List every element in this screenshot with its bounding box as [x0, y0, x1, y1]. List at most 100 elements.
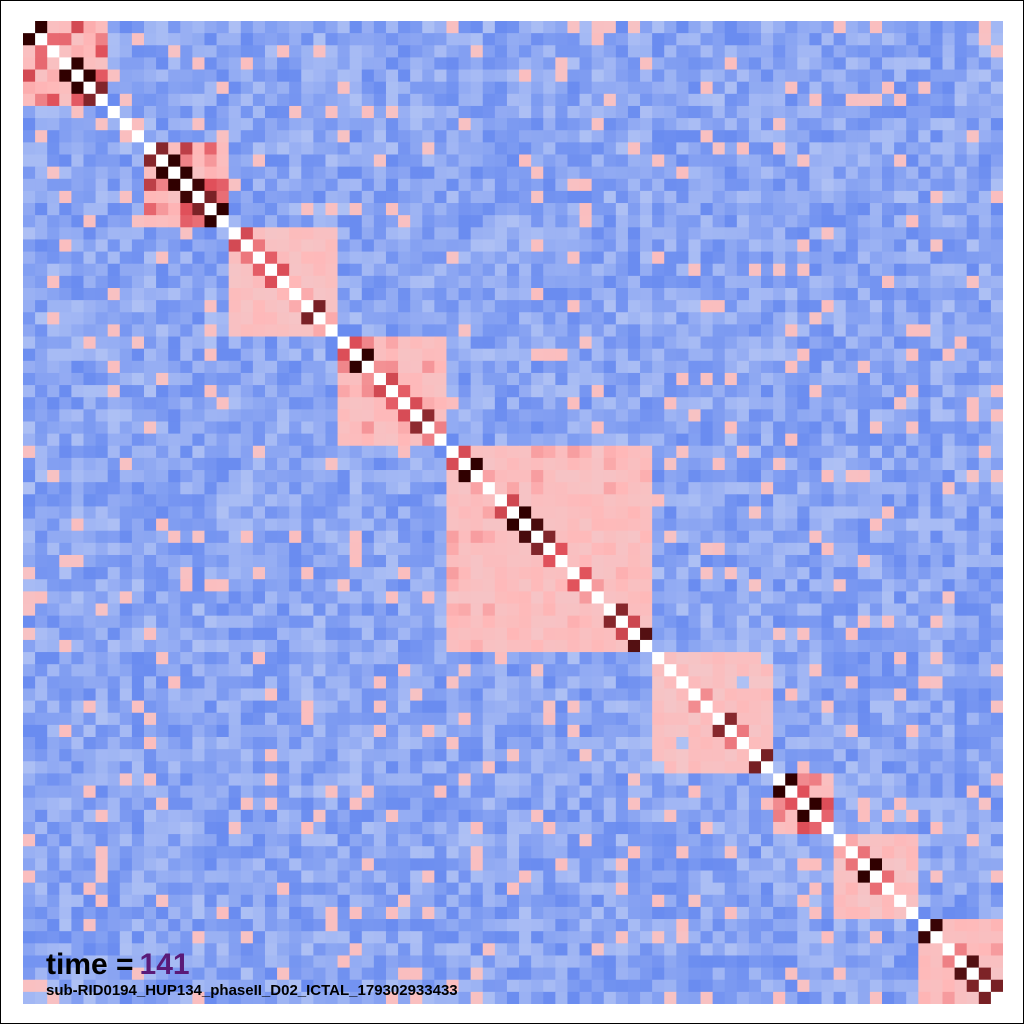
heatmap-cell: [990, 603, 1003, 617]
heatmap-cell: [23, 397, 36, 410]
heatmap-cell: [361, 567, 375, 580]
heatmap-cell: [990, 615, 1003, 629]
heatmap-cell: [482, 93, 496, 107]
heatmap-cell: [83, 554, 97, 568]
heatmap-cell: [603, 57, 617, 71]
heatmap-cell: [954, 615, 968, 629]
heatmap-cell: [301, 81, 314, 95]
heatmap-cell: [882, 652, 895, 665]
heatmap-cell: [736, 105, 750, 119]
heatmap-cell: [918, 542, 932, 556]
heatmap-cell: [361, 312, 375, 325]
heatmap-cell: [785, 615, 798, 629]
heatmap-cell: [277, 275, 290, 289]
heatmap-cell: [615, 688, 629, 702]
heatmap-cell: [252, 385, 266, 398]
heatmap-cell: [978, 724, 992, 738]
heatmap-cell: [543, 542, 556, 556]
heatmap-cell: [349, 445, 363, 459]
heatmap-cell: [857, 324, 871, 338]
heatmap-cell: [131, 445, 145, 459]
heatmap-cell: [954, 348, 968, 362]
heatmap-cell: [627, 397, 641, 410]
heatmap-cell: [712, 275, 726, 289]
heatmap-cell: [494, 445, 508, 459]
heatmap-cell: [990, 324, 1003, 338]
heatmap-cell: [857, 749, 871, 762]
heatmap-cell: [773, 603, 786, 617]
heatmap-cell: [857, 190, 871, 204]
heatmap-cell: [978, 275, 992, 289]
heatmap-cell: [301, 130, 314, 143]
heatmap-cell: [398, 518, 411, 532]
heatmap-cell: [688, 227, 702, 241]
heatmap-cell: [95, 639, 109, 653]
heatmap-cell: [664, 688, 677, 702]
heatmap-cell: [543, 348, 556, 362]
heatmap-cell: [857, 360, 871, 374]
heatmap-cell: [748, 433, 762, 447]
heatmap-cell: [313, 494, 327, 508]
heatmap-cell: [519, 57, 532, 71]
heatmap-cell: [567, 372, 581, 386]
heatmap-cell: [615, 724, 629, 738]
heatmap-cell: [470, 287, 484, 301]
heatmap-cell: [470, 482, 484, 495]
heatmap-cell: [494, 627, 508, 641]
heatmap-cell: [797, 336, 811, 350]
heatmap-cell: [107, 385, 121, 398]
heatmap-cell: [373, 457, 387, 471]
heatmap-cell: [349, 312, 363, 325]
heatmap-cell: [192, 494, 206, 508]
heatmap-cell: [192, 579, 206, 592]
heatmap-cell: [724, 287, 738, 301]
heatmap-cell: [59, 470, 72, 483]
heatmap-cell: [664, 33, 677, 46]
heatmap-cell: [785, 676, 798, 690]
heatmap-cell: [700, 518, 714, 532]
heatmap-cell: [930, 724, 944, 738]
heatmap-cell: [216, 409, 230, 423]
heatmap-cell: [180, 397, 193, 410]
heatmap-cell: [700, 397, 714, 410]
heatmap-cell: [422, 627, 435, 641]
heatmap-cell: [700, 33, 714, 46]
heatmap-cell: [712, 324, 726, 338]
heatmap-cell: [95, 360, 109, 374]
heatmap-cell: [385, 130, 399, 143]
heatmap-cell: [422, 190, 435, 204]
heatmap-cell: [301, 385, 314, 398]
heatmap-cell: [748, 494, 762, 508]
heatmap-cell: [882, 737, 895, 750]
heatmap-cell: [35, 300, 48, 313]
heatmap-cell: [882, 93, 895, 107]
heatmap-cell: [325, 190, 339, 204]
heatmap-cell: [990, 579, 1003, 592]
heatmap-cell: [942, 688, 956, 702]
heatmap-cell: [785, 700, 798, 714]
heatmap-cell: [434, 724, 448, 738]
heatmap-cell: [192, 749, 206, 762]
heatmap-cell: [107, 166, 121, 180]
heatmap-cell: [361, 421, 375, 435]
heatmap-cell: [325, 433, 339, 447]
heatmap-cell: [664, 615, 677, 629]
heatmap-cell: [833, 470, 847, 483]
heatmap-cell: [107, 275, 121, 289]
heatmap-cell: [506, 615, 520, 629]
heatmap-cell: [83, 712, 97, 726]
heatmap-cell: [192, 567, 206, 580]
heatmap-cell: [531, 700, 544, 714]
heatmap-cell: [761, 348, 774, 362]
heatmap-cell: [228, 372, 242, 386]
heatmap-cell: [918, 324, 932, 338]
heatmap-cell: [204, 737, 218, 750]
heatmap-cell: [470, 360, 484, 374]
heatmap-cell: [954, 275, 968, 289]
heatmap-cell: [216, 554, 230, 568]
heatmap-cell: [785, 227, 798, 241]
heatmap-cell: [373, 105, 387, 119]
heatmap-cell: [361, 263, 375, 277]
heatmap-cell: [422, 482, 435, 495]
heatmap-cell: [83, 603, 97, 617]
